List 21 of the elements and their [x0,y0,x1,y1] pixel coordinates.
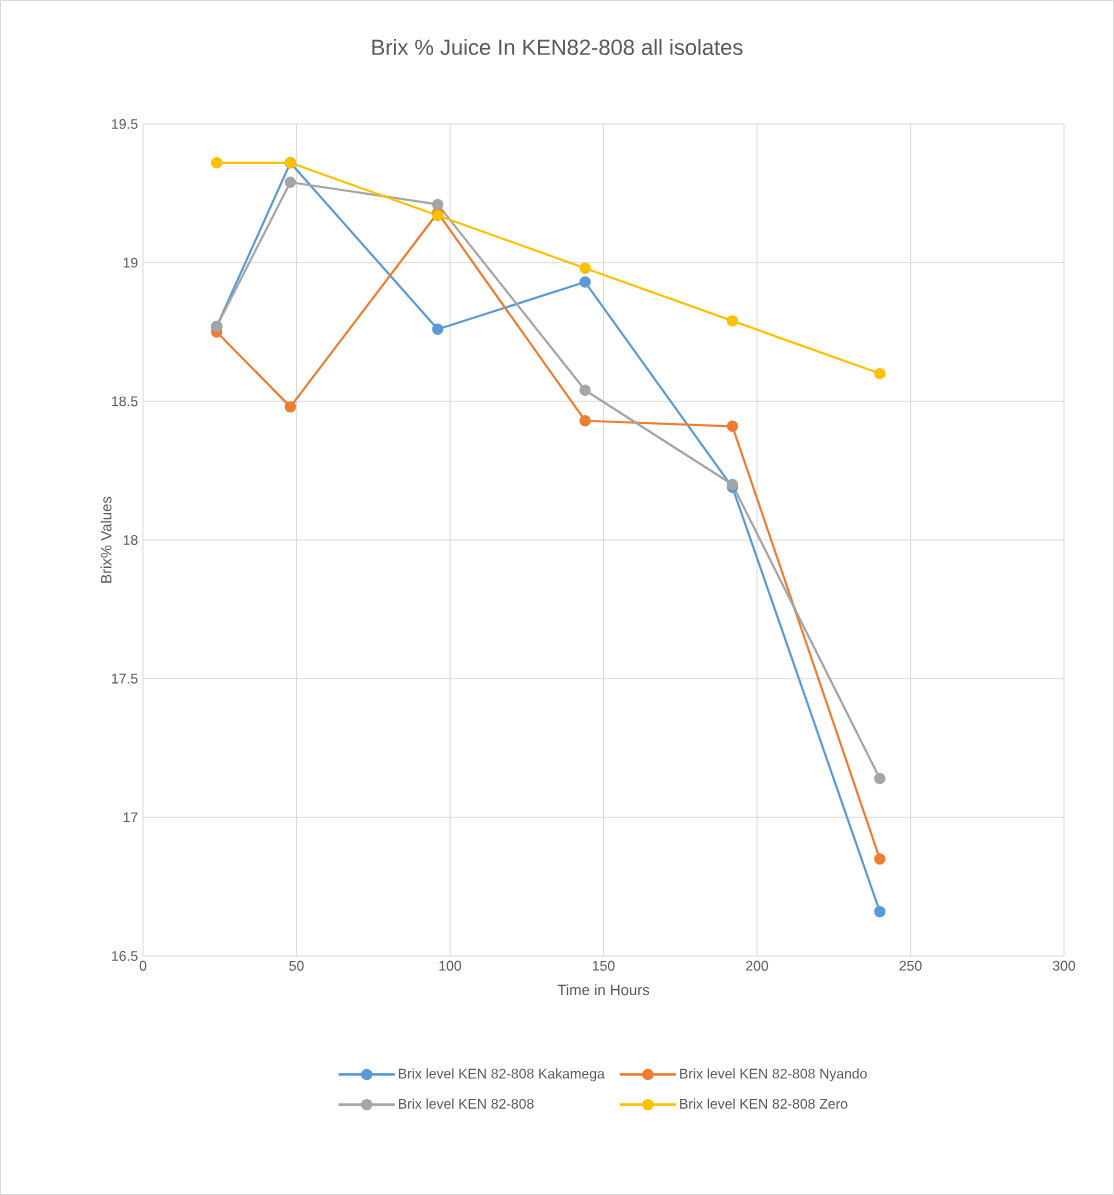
y-tick-label: 18.5 [112,396,138,407]
x-tick-label: 150 [592,960,615,971]
legend-label: Brix level KEN 82-808 [398,1098,534,1109]
y-tick-label: 19 [123,257,138,268]
y-axis-title: Brix% Values [100,496,112,583]
y-tick-label: 19.5 [112,119,138,129]
legend-label: Brix level KEN 82-808 Kakamega [398,1068,605,1082]
y-tick-label: 16.5 [112,951,138,961]
x-axis-title: Time in Hours [557,984,650,996]
chart-title: Brix % Juice In KEN82-808 all isolates [372,38,743,56]
y-tick-label: 18 [123,535,138,545]
y-tick-label: 17 [123,812,138,823]
y-tick-label: 17.5 [112,673,138,684]
legend-label: Brix level KEN 82-808 Zero [680,1098,848,1109]
x-tick-label: 100 [439,960,462,971]
legend-label: Brix level KEN 82-808 Nyando [680,1068,867,1082]
x-tick-label: 50 [289,960,304,971]
x-tick-label: 300 [1052,960,1076,971]
x-tick-label: 200 [746,960,769,971]
x-tick-label: 0 [139,960,147,971]
x-tick-label: 250 [899,960,922,971]
